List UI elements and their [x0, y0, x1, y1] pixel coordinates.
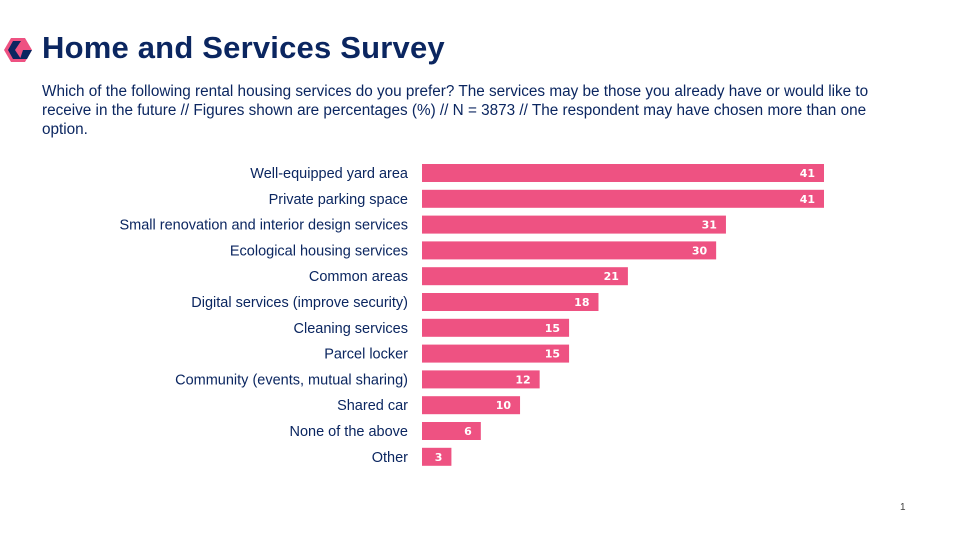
data-label: 41: [800, 167, 815, 180]
page-subtitle: Which of the following rental housing se…: [42, 83, 869, 138]
bar: [422, 370, 540, 389]
bar: [422, 396, 521, 415]
data-label: 12: [515, 373, 530, 386]
page-title: Home and Services Survey: [42, 30, 445, 65]
bar: [422, 241, 717, 260]
category-label: None of the above: [289, 424, 408, 440]
bar: [422, 422, 481, 440]
data-label: 30: [692, 244, 708, 257]
category-label: Small renovation and interior design ser…: [119, 218, 408, 234]
category-label: Shared car: [337, 398, 408, 414]
data-label: 10: [496, 399, 512, 412]
logo-icon: [4, 38, 32, 62]
category-label: Community (events, mutual sharing): [175, 372, 408, 388]
page-number: 1: [900, 502, 906, 513]
bar: [422, 447, 452, 466]
bar: [422, 164, 824, 182]
data-label: 31: [702, 219, 717, 232]
data-label: 3: [435, 451, 443, 464]
data-label: 6: [464, 425, 472, 438]
data-label: 21: [604, 270, 619, 283]
category-label: Parcel locker: [324, 347, 408, 363]
category-label: Digital services (improve security): [191, 295, 408, 311]
bar: [422, 189, 824, 208]
category-label: Cleaning services: [294, 321, 408, 337]
data-label: 18: [574, 296, 589, 309]
category-label: Common areas: [309, 269, 408, 285]
category-label: Ecological housing services: [230, 243, 408, 259]
data-label: 15: [545, 348, 560, 361]
category-label: Well-equipped yard area: [250, 166, 409, 182]
bar: [422, 318, 570, 337]
category-label: Other: [372, 450, 408, 466]
data-label: 41: [800, 193, 815, 206]
bar: [422, 293, 599, 311]
bar: [422, 267, 628, 286]
bar: [422, 215, 726, 234]
bar: [422, 344, 570, 363]
category-label: Private parking space: [269, 192, 408, 208]
data-label: 15: [545, 322, 560, 335]
